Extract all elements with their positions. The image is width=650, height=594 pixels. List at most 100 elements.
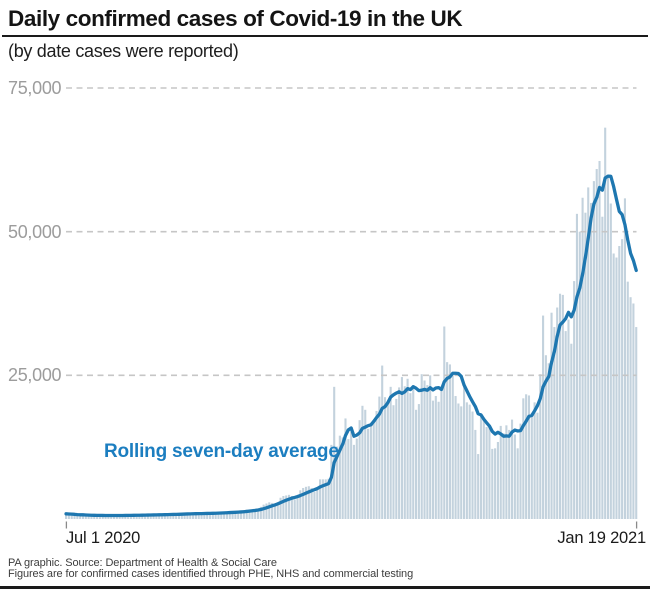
daily-bar	[496, 441, 499, 519]
daily-bar	[355, 438, 358, 519]
daily-bar	[287, 494, 291, 519]
daily-bar	[398, 387, 401, 519]
daily-bar	[240, 510, 243, 519]
daily-bar	[313, 491, 316, 519]
daily-bar	[561, 294, 564, 519]
daily-bar	[87, 515, 90, 519]
daily-bar	[403, 386, 406, 519]
daily-bar	[189, 513, 192, 519]
daily-bar	[539, 374, 542, 519]
daily-bar	[208, 512, 212, 519]
daily-bar	[352, 444, 356, 519]
daily-bar	[192, 513, 195, 519]
daily-bar	[228, 511, 231, 519]
daily-bar	[544, 355, 547, 519]
x-axis-label-start: Jul 1 2020	[66, 529, 141, 547]
daily-bar	[525, 394, 528, 519]
daily-bar	[296, 496, 299, 519]
title-divider	[2, 35, 648, 37]
daily-bar	[584, 212, 587, 519]
daily-bar	[558, 293, 562, 519]
daily-bar	[485, 427, 488, 519]
daily-bar	[211, 513, 214, 519]
daily-bar	[542, 315, 545, 519]
daily-bar	[135, 515, 138, 519]
daily-bar	[431, 400, 435, 519]
daily-bar	[573, 281, 576, 519]
daily-bar	[90, 515, 93, 519]
daily-bar	[457, 403, 460, 519]
daily-bar	[155, 515, 158, 519]
daily-bar	[163, 513, 166, 519]
daily-bar	[519, 423, 522, 519]
daily-bar	[172, 514, 175, 519]
daily-bar	[479, 414, 483, 519]
daily-bar	[141, 514, 144, 519]
daily-bar	[423, 380, 426, 519]
daily-bar	[629, 297, 632, 519]
daily-bar	[251, 509, 254, 519]
daily-bar	[623, 198, 626, 519]
daily-bar	[516, 448, 519, 519]
daily-bar	[595, 169, 598, 519]
daily-bar	[310, 487, 313, 519]
daily-bar	[152, 514, 155, 519]
daily-bar	[256, 509, 260, 519]
daily-bar	[324, 479, 327, 519]
daily-bar	[319, 479, 322, 519]
daily-bar	[533, 402, 536, 519]
daily-bar	[304, 486, 308, 519]
daily-bar	[234, 513, 237, 519]
daily-bar	[502, 433, 505, 519]
daily-bar	[268, 502, 271, 519]
daily-bar	[149, 514, 152, 519]
daily-bar	[575, 213, 578, 519]
daily-bar	[448, 364, 451, 519]
daily-bar	[615, 257, 618, 519]
daily-bar	[248, 509, 251, 519]
daily-bar	[175, 515, 178, 519]
daily-bar	[612, 253, 615, 519]
daily-bar	[451, 375, 454, 519]
daily-bar	[276, 502, 279, 519]
daily-bar	[468, 404, 471, 519]
daily-bar	[400, 377, 403, 519]
daily-bar	[96, 516, 99, 519]
daily-bar	[330, 444, 333, 519]
daily-bar	[307, 486, 310, 519]
daily-bar	[530, 413, 533, 519]
daily-bar	[556, 307, 559, 519]
rolling-average-line	[64, 174, 638, 518]
daily-bar	[160, 514, 164, 519]
daily-bar	[463, 387, 466, 519]
daily-bar	[460, 406, 463, 519]
daily-bar	[547, 363, 550, 519]
daily-bar	[474, 429, 477, 519]
daily-bar	[570, 343, 573, 519]
daily-bar	[510, 419, 514, 519]
y-axis-label-25000: 25,000	[8, 365, 62, 385]
daily-bar	[587, 187, 590, 520]
daily-bar	[76, 515, 79, 519]
daily-bar	[590, 202, 593, 519]
daily-bar	[378, 396, 381, 519]
daily-bar	[282, 496, 285, 519]
daily-bar	[429, 375, 432, 519]
daily-bar	[217, 513, 220, 519]
daily-bar	[361, 405, 364, 519]
daily-bar	[285, 495, 288, 519]
daily-bar	[499, 425, 502, 519]
rolling-average-annotation: Rolling seven-day average	[104, 441, 339, 462]
daily-bar	[259, 506, 262, 519]
daily-bar	[598, 160, 601, 520]
daily-bar	[488, 427, 491, 519]
daily-bar	[93, 515, 96, 519]
footer-source: PA graphic. Source: Department of Health…	[8, 557, 277, 569]
daily-bar	[601, 216, 604, 520]
daily-bar	[132, 515, 135, 519]
daily-bar	[186, 513, 189, 519]
daily-bar	[454, 396, 457, 519]
daily-bar	[578, 231, 581, 520]
daily-bar	[183, 513, 186, 519]
daily-bar	[333, 386, 336, 519]
